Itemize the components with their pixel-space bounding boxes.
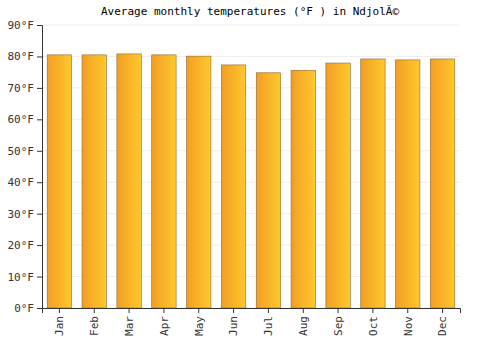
x-tick-mark — [163, 308, 164, 313]
bar — [152, 55, 176, 308]
y-tick-label: 20°F — [8, 239, 35, 252]
y-tick-label: 0°F — [14, 302, 34, 315]
y-tick-mark — [37, 245, 42, 246]
bar — [256, 73, 280, 308]
x-tick-label: Dec — [436, 316, 449, 336]
x-tick-label: Jan — [53, 316, 66, 336]
y-tick-mark — [37, 56, 42, 57]
bar — [396, 60, 420, 308]
bar — [291, 70, 315, 308]
y-tick: 30°F — [8, 208, 43, 221]
y-tick: 40°F — [8, 176, 43, 189]
y-tick-label: 10°F — [8, 271, 35, 284]
x-tick-mark — [372, 308, 373, 313]
x-tick-label: Feb — [88, 316, 101, 336]
y-tick-mark — [37, 119, 42, 120]
y-tick-label: 40°F — [8, 176, 35, 189]
y-tick-label: 70°F — [8, 82, 35, 95]
x-tick-label: Mar — [123, 316, 136, 336]
x-tick: Aug — [297, 308, 310, 336]
x-tick: Dec — [436, 308, 449, 336]
y-tick-mark — [37, 88, 42, 89]
y-tick-mark — [37, 308, 42, 309]
grid-line — [42, 25, 460, 26]
x-tick-label: Sep — [332, 316, 345, 336]
x-tick-mark — [94, 308, 95, 313]
x-tick-label: Apr — [158, 316, 171, 336]
x-tick-label: May — [193, 316, 206, 336]
x-tick-mark — [442, 308, 443, 313]
title: Average monthly temperatures (°F ) in Nd… — [101, 5, 399, 18]
x-tick: Feb — [88, 308, 101, 336]
y-tick: 20°F — [8, 239, 43, 252]
x-tick: May — [193, 308, 206, 336]
y-tick: 10°F — [8, 271, 43, 284]
x-tick: Jan — [53, 308, 66, 336]
x-tick-label: Aug — [297, 316, 310, 336]
x-tick-mark — [303, 308, 304, 313]
y-tick-mark — [37, 151, 42, 152]
y-tick: 90°F — [8, 19, 43, 32]
x-tick-mark — [233, 308, 234, 313]
bar — [221, 65, 245, 308]
chart: 0°F 10°F 20°F 30°F 40°F 50°F 60°F 70°F 80°F 90°F J… — [0, 0, 500, 350]
x-tick: Mar — [123, 308, 136, 336]
bars — [47, 54, 455, 308]
y-tick-label: 50°F — [8, 145, 35, 158]
y-tick-mark — [37, 182, 42, 183]
bar — [430, 59, 454, 308]
x-tick-label: Nov — [402, 316, 415, 336]
y-axis-line — [37, 26, 43, 309]
x-tick-mark — [407, 308, 408, 313]
bar — [47, 55, 71, 308]
x-tick: Sep — [332, 308, 345, 336]
plot: 0°F 10°F 20°F 30°F 40°F 50°F 60°F 70°F 80°F 90°F J… — [8, 19, 461, 336]
x-tick: Apr — [158, 308, 171, 336]
bar — [82, 55, 106, 308]
y-axis: 0°F 10°F 20°F 30°F 40°F 50°F 60°F 70°F 80°F 90°F — [8, 19, 43, 315]
grid — [42, 25, 460, 308]
y-tick-label: 60°F — [8, 113, 35, 126]
x-tick-mark — [59, 308, 60, 313]
y-tick: 0°F — [14, 302, 42, 315]
x-tick-mark — [198, 308, 199, 313]
y-tick: 70°F — [8, 82, 43, 95]
y-tick-label: 80°F — [8, 50, 35, 63]
x-tick: Nov — [402, 308, 415, 336]
x-tick-mark — [338, 308, 339, 313]
y-tick: 50°F — [8, 145, 43, 158]
y-tick-label: 30°F — [8, 208, 35, 221]
y-tick-mark — [37, 277, 42, 278]
y-tick-label: 90°F — [8, 19, 35, 32]
x-tick-label: Jun — [227, 316, 240, 336]
y-tick: 60°F — [8, 113, 43, 126]
x-tick: Oct — [367, 308, 380, 336]
y-tick: 80°F — [8, 50, 43, 63]
bar — [326, 63, 350, 308]
x-axis-line — [43, 309, 461, 314]
x-tick: Jun — [227, 308, 240, 336]
x-tick: Jul — [262, 308, 275, 336]
x-tick-mark — [129, 308, 130, 313]
y-tick-mark — [37, 214, 42, 215]
x-tick-label: Jul — [262, 316, 275, 336]
x-tick-mark — [268, 308, 269, 313]
bar — [361, 59, 385, 308]
bar — [187, 56, 211, 308]
x-tick-label: Oct — [367, 316, 380, 336]
x-axis: Jan Feb Mar Apr May Jun Jul Aug Sep Oct Nov Dec — [43, 308, 461, 336]
bar — [117, 54, 141, 308]
y-tick-mark — [37, 25, 42, 26]
